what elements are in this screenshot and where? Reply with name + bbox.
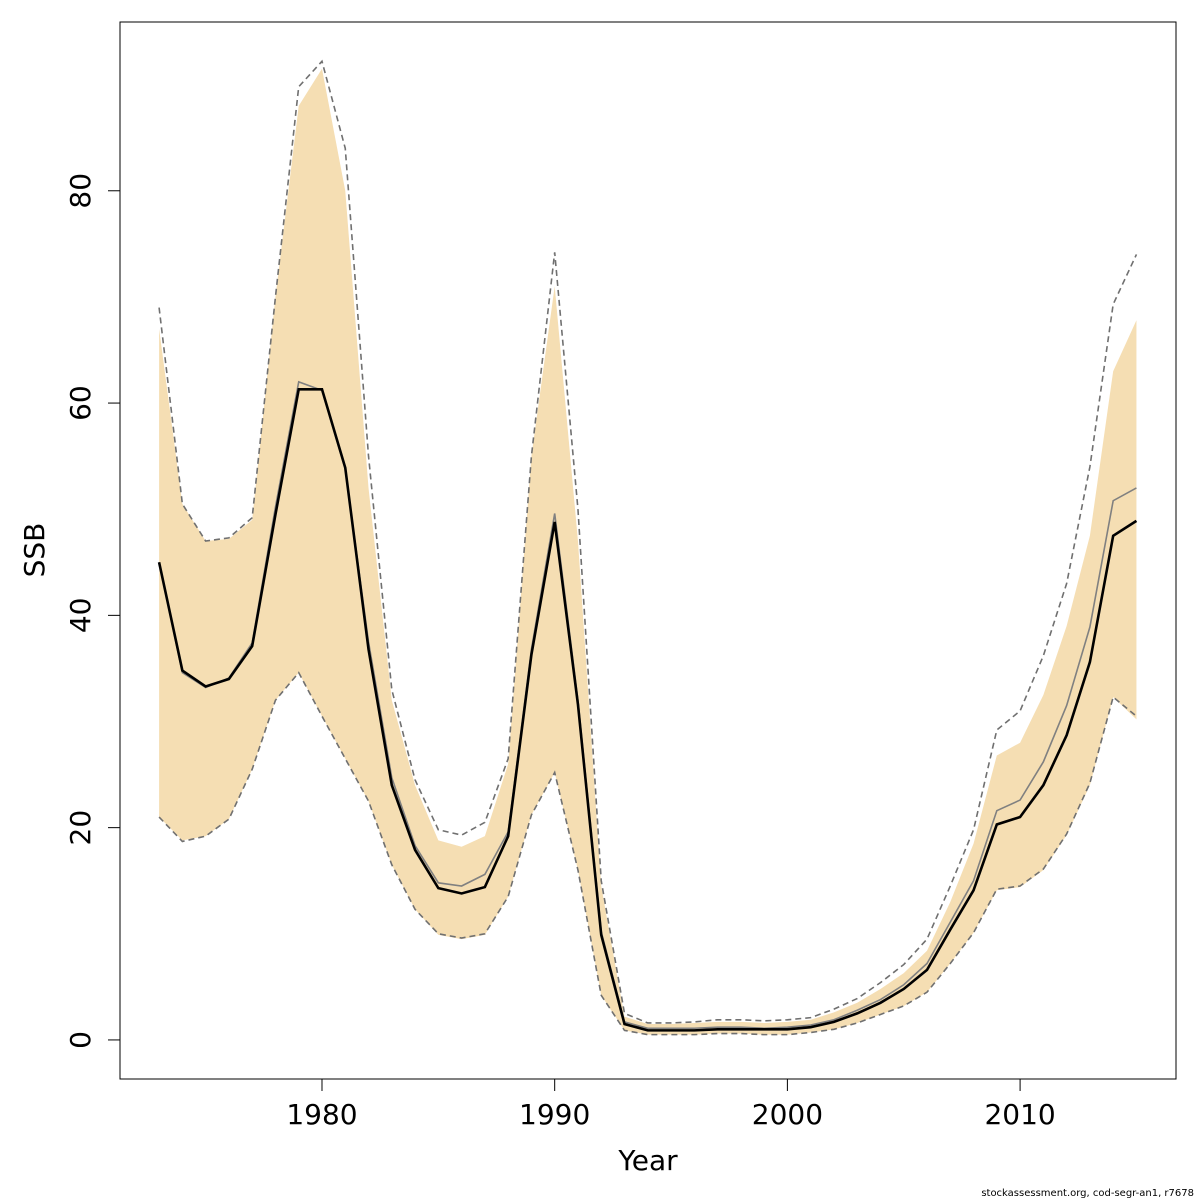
x-tick-label: 2000 [752,1098,823,1131]
y-tick-label: 0 [64,1031,97,1049]
y-tick-label: 60 [64,385,97,421]
footer: stockassessment.org, cod-segr-an1, r7678 [981,1188,1194,1199]
x-tick-label: 2010 [984,1098,1055,1131]
dashed-line [158,59,1138,1024]
y-tick-label: 20 [64,810,97,846]
line [157,387,1138,1032]
y-tick-label: 80 [64,173,97,209]
plot-frame [119,21,1177,1080]
y-axis-label: SSB [18,523,51,578]
y-tick-label: 40 [64,598,97,634]
x-tick-label: 1980 [286,1098,357,1131]
x-tick-label: 1990 [519,1098,590,1131]
confidence-band [159,68,1137,1035]
x-axis-label: Year [617,1144,678,1177]
